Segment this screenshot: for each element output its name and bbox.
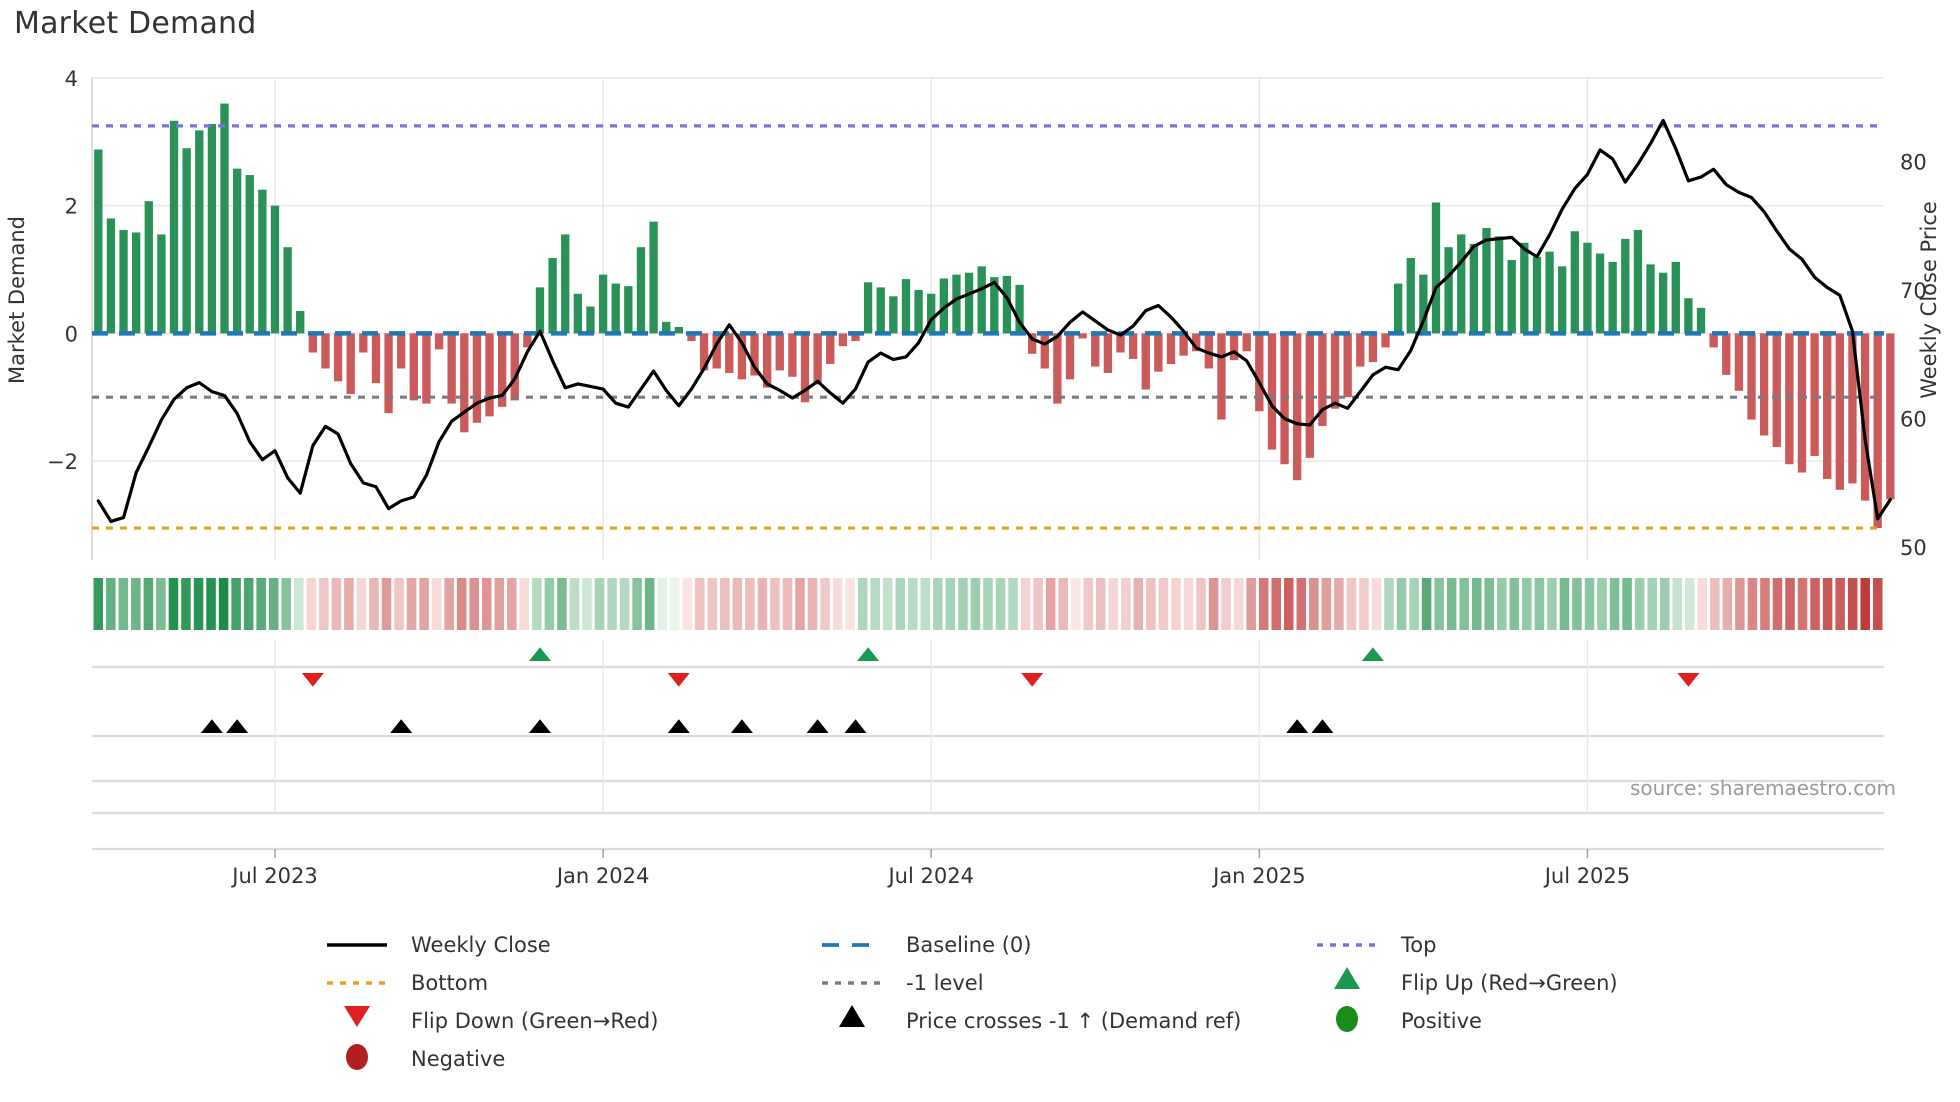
left-tick-label: −2	[47, 450, 78, 474]
reference-lines	[92, 124, 1884, 530]
left-tick-label: 4	[65, 67, 78, 91]
legend-label: Positive	[1401, 1009, 1482, 1033]
right-tick-label: 70	[1900, 279, 1927, 303]
x-tick-label: Jul 2025	[1543, 864, 1630, 888]
price-cross-marker	[730, 719, 753, 733]
demand-bars	[94, 103, 1895, 529]
weekly-close-line	[96, 118, 1892, 524]
legend: Weekly Close Baseline (0) Top Bottom -1 leve…	[327, 933, 1618, 1071]
legend-item[interactable]: Flip Up (Red→Green)	[1334, 967, 1618, 995]
legend-item[interactable]: Positive	[1336, 1006, 1482, 1033]
price-cross-marker	[667, 719, 690, 733]
right-axis-ticks: 80 70 60 50	[1900, 151, 1927, 561]
flip-up-marker	[857, 647, 880, 661]
legend-label: Price crosses -1 ↑ (Demand ref)	[906, 1009, 1241, 1033]
legend-item[interactable]: Flip Down (Green→Red)	[344, 1006, 658, 1033]
source-note: source: sharemaestro.com	[1630, 776, 1896, 800]
flip-down-marker	[301, 673, 324, 687]
price-cross-marker	[226, 719, 249, 733]
price-cross-marker	[844, 719, 867, 733]
price-cross-marker	[200, 719, 223, 733]
legend-label: Negative	[411, 1047, 505, 1071]
legend-item[interactable]: Price crosses -1 ↑ (Demand ref)	[839, 1005, 1241, 1033]
legend-item[interactable]: Baseline (0)	[822, 933, 1031, 957]
legend-item[interactable]: Weekly Close	[327, 933, 551, 957]
price-cross-marker	[390, 719, 413, 733]
flip-up-marker	[1361, 647, 1384, 661]
flip-down-marker	[1677, 673, 1700, 687]
price-cross-marker	[529, 719, 551, 733]
right-axis-label: Weekly Close Price	[1917, 201, 1941, 399]
price-cross-marker	[1311, 719, 1334, 733]
x-tick-label: Jan 2025	[1211, 864, 1306, 888]
legend-item[interactable]: Negative	[346, 1044, 505, 1071]
legend-label: Top	[1400, 933, 1436, 957]
price-cross-marker	[1286, 719, 1309, 733]
page-title: Market Demand	[14, 6, 257, 41]
flip-down-marker	[1021, 673, 1044, 687]
demand-heatmap-strip	[93, 578, 1883, 630]
x-tick-label: Jan 2024	[555, 864, 650, 888]
legend-item[interactable]: Bottom	[327, 971, 488, 995]
x-axis-ticks: Jul 2023 Jan 2024 Jul 2024 Jan 2025 Jul 2025	[230, 864, 1630, 888]
flip-down-marker	[667, 673, 690, 687]
legend-item[interactable]: Top	[1317, 933, 1436, 957]
legend-label: -1 level	[906, 971, 984, 995]
x-tick-label: Jul 2023	[230, 864, 317, 888]
legend-label: Baseline (0)	[906, 933, 1031, 957]
left-axis-label: Market Demand	[5, 216, 29, 384]
marker-rows	[92, 640, 1884, 858]
legend-label: Flip Down (Green→Red)	[411, 1009, 658, 1033]
left-axis-ticks: 4 2 0 −2	[47, 67, 78, 474]
legend-label: Weekly Close	[411, 933, 551, 957]
right-tick-label: 80	[1900, 151, 1927, 175]
price-cross-marker	[806, 719, 829, 733]
left-tick-label: 0	[65, 322, 78, 346]
x-tick-label: Jul 2024	[886, 864, 973, 888]
legend-item[interactable]: -1 level	[822, 971, 984, 995]
right-tick-label: 50	[1900, 536, 1927, 560]
left-tick-label: 2	[65, 195, 78, 219]
flip-up-marker	[529, 647, 551, 661]
legend-label: Bottom	[411, 971, 488, 995]
legend-label: Flip Up (Red→Green)	[1401, 971, 1618, 995]
right-tick-label: 60	[1900, 408, 1927, 432]
